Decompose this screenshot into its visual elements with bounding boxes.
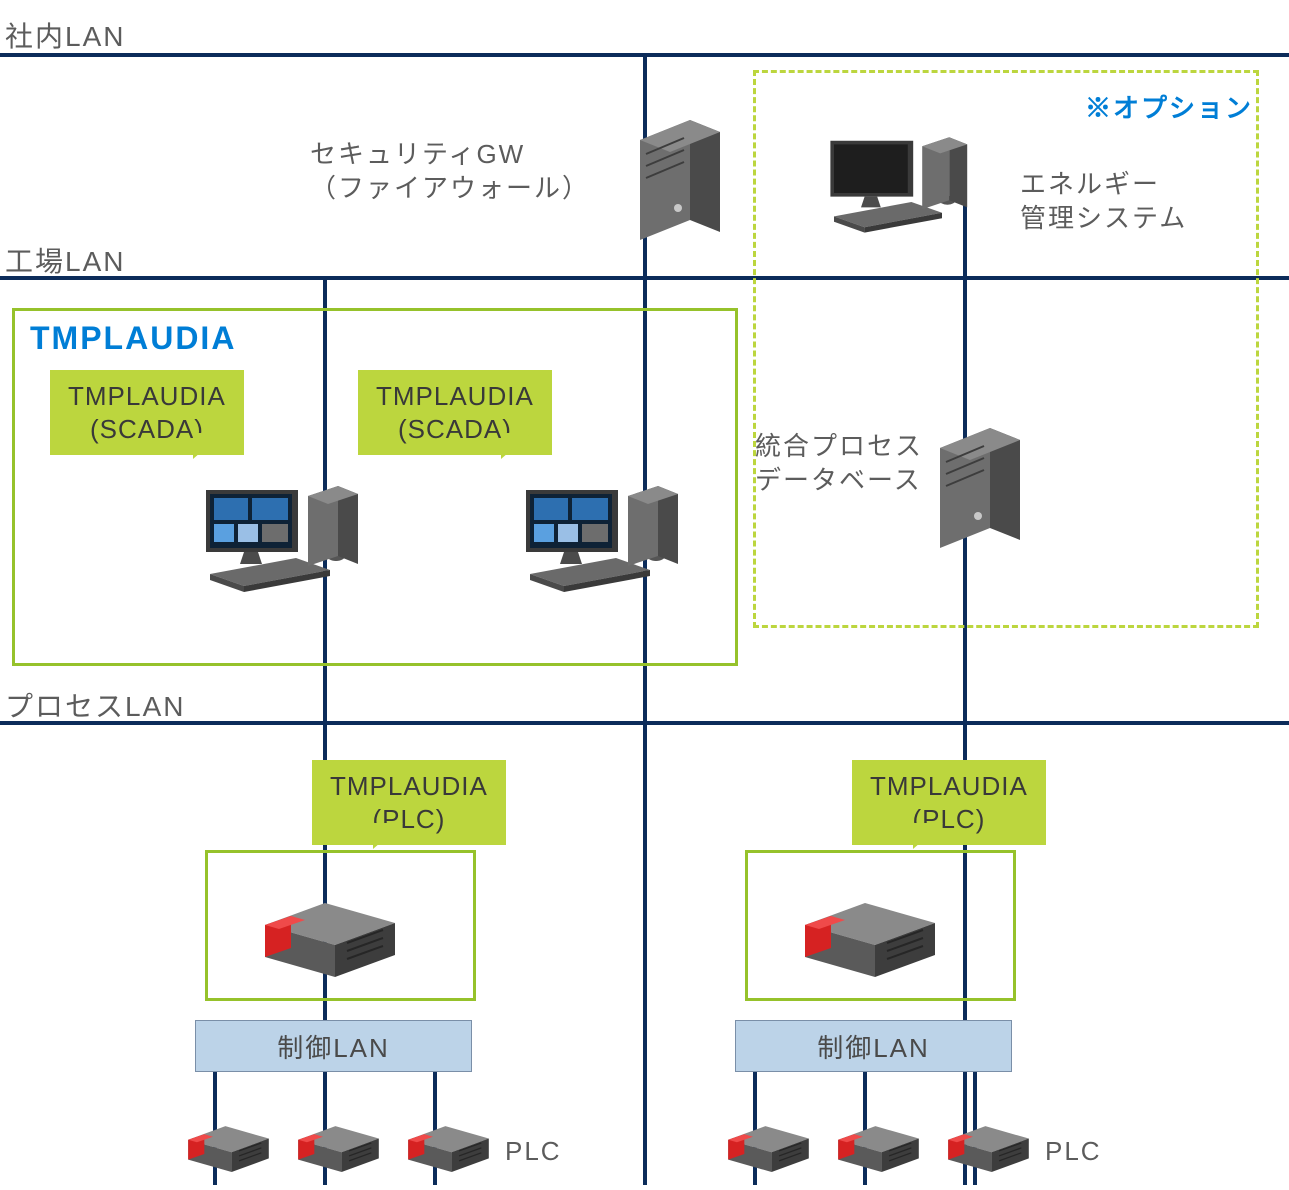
scada-callout-tail <box>501 433 531 459</box>
plc-icon <box>795 885 945 985</box>
plc-label: PLC <box>1045 1135 1102 1169</box>
plc-callout-tail <box>913 823 943 849</box>
plc-icon <box>182 1115 282 1185</box>
server-icon <box>920 418 1030 558</box>
control-lan-bar: 制御LAN <box>195 1020 472 1072</box>
plc-callout-tail <box>373 823 403 849</box>
server-icon <box>620 110 730 250</box>
plc-callout: TMPLAUDIA (PLC) <box>312 760 506 845</box>
plc-icon <box>832 1115 932 1185</box>
tmplaudia-title: TMPLAUDIA <box>30 320 236 357</box>
database-label: 統合プロセスデータベース <box>755 430 923 498</box>
lan-label-process: プロセスLAN <box>5 685 185 725</box>
gateway-label: セキュリティGW（ファイアウォール） <box>310 138 590 206</box>
workstation-icon <box>520 478 690 598</box>
lan-label-internal: 社内LAN <box>5 15 125 55</box>
plc-icon <box>292 1115 392 1185</box>
workstation-icon <box>825 130 978 238</box>
control-lan-bar: 制御LAN <box>735 1020 1012 1072</box>
plc-callout: TMPLAUDIA (PLC) <box>852 760 1046 845</box>
plc-label: PLC <box>505 1135 562 1169</box>
scada-callout-tail <box>193 433 223 459</box>
plc-icon <box>942 1115 1042 1185</box>
lan-label-factory: 工場LAN <box>5 240 125 280</box>
plc-icon <box>255 885 405 985</box>
plc-icon <box>402 1115 502 1185</box>
energy-label: エネルギー管理システム <box>1020 168 1187 236</box>
workstation-icon <box>200 478 370 598</box>
option-label: ※オプション <box>1085 88 1253 125</box>
plc-icon <box>722 1115 822 1185</box>
